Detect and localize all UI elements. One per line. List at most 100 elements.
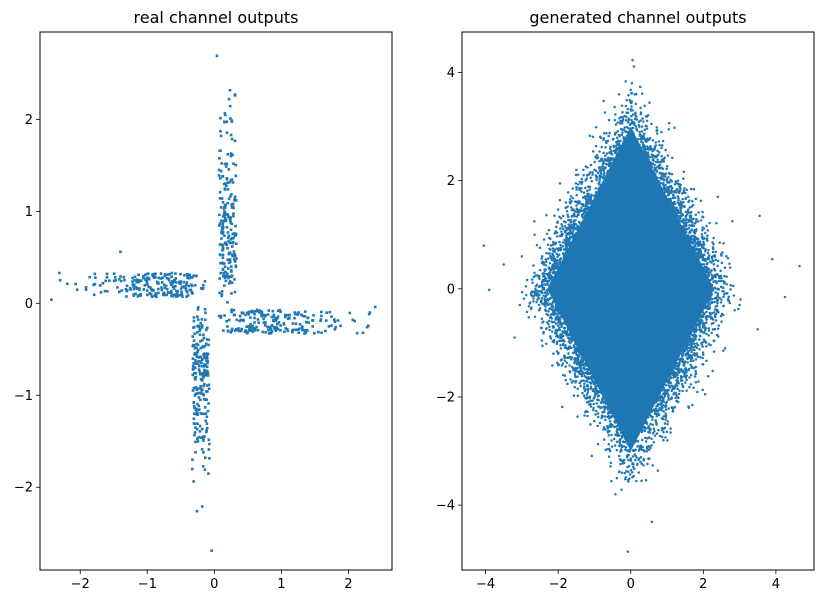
- scatter-point: [675, 188, 678, 191]
- scatter-point: [172, 280, 176, 284]
- scatter-point: [598, 421, 602, 425]
- scatter-point: [228, 88, 232, 92]
- scatter-point: [681, 230, 685, 234]
- scatter-point: [711, 328, 715, 331]
- scatter-point: [701, 315, 704, 318]
- scatter-point: [645, 154, 649, 157]
- scatter-point: [650, 437, 653, 440]
- scatter-point: [230, 253, 234, 256]
- scatter-point: [668, 181, 671, 184]
- scatter-point: [229, 241, 232, 244]
- scatter-point: [651, 402, 655, 405]
- scatter-point: [207, 438, 211, 442]
- scatter-point: [684, 381, 687, 384]
- scatter-point: [696, 390, 699, 394]
- scatter-point: [155, 295, 158, 299]
- scatter-point: [614, 144, 618, 148]
- scatter-point: [590, 454, 594, 458]
- scatter-point: [530, 294, 534, 298]
- scatter-point: [758, 214, 761, 218]
- scatter-point: [584, 364, 588, 367]
- scatter-point: [708, 278, 712, 282]
- scatter-point: [202, 376, 205, 379]
- scatter-point: [577, 362, 580, 366]
- scatter-point: [575, 168, 578, 172]
- scatter-point: [645, 450, 648, 453]
- scatter-point: [205, 415, 209, 419]
- scatter-point: [712, 280, 715, 284]
- scatter-point: [560, 405, 564, 409]
- scatter-point: [153, 294, 156, 298]
- scatter-point: [607, 156, 610, 160]
- scatter-point: [568, 345, 572, 349]
- scatter-point: [707, 327, 711, 330]
- scatter-point: [572, 344, 576, 347]
- scatter-point: [529, 307, 533, 311]
- scatter-point: [564, 244, 568, 248]
- scatter-point: [707, 329, 711, 332]
- scatter-point: [540, 281, 544, 284]
- scatter-point: [194, 386, 198, 389]
- scatter-point: [609, 406, 612, 410]
- scatter-point: [198, 328, 202, 331]
- scatter-point: [602, 426, 606, 429]
- scatter-point: [221, 226, 225, 229]
- scatter-point: [333, 328, 337, 331]
- scatter-point: [234, 163, 238, 167]
- scatter-point: [250, 309, 254, 313]
- scatter-point: [712, 259, 715, 263]
- scatter-point: [596, 412, 600, 415]
- scatter-point: [698, 338, 701, 341]
- scatter-point: [616, 129, 620, 133]
- scatter-point: [561, 227, 565, 231]
- scatter-point: [677, 354, 680, 358]
- scatter-point: [229, 154, 233, 158]
- scatter-point: [711, 241, 714, 244]
- scatter-point: [701, 356, 704, 360]
- scatter-point: [711, 288, 715, 292]
- scatter-point: [649, 446, 652, 450]
- scatter-point: [206, 359, 209, 363]
- scatter-point: [186, 274, 189, 278]
- scatter-point: [542, 261, 546, 264]
- scatter-point: [561, 373, 565, 377]
- scatter-point: [608, 131, 611, 135]
- scatter-point: [710, 255, 714, 259]
- scatter-point: [353, 319, 356, 323]
- scatter-point: [219, 169, 223, 173]
- scatter-point: [560, 222, 563, 226]
- scatter-point: [653, 166, 656, 170]
- scatter-point: [667, 407, 670, 410]
- scatter-point: [620, 488, 623, 491]
- scatter-point: [703, 253, 706, 256]
- scatter-point: [196, 331, 199, 334]
- scatter-point: [221, 256, 225, 260]
- scatter-point: [713, 313, 717, 317]
- scatter-point: [687, 337, 690, 341]
- scatter-point: [603, 394, 607, 398]
- scatter-point: [620, 104, 624, 108]
- scatter-point: [260, 313, 263, 316]
- scatter-point: [596, 156, 600, 159]
- scatter-point: [203, 363, 206, 366]
- scatter-point: [558, 198, 562, 202]
- scatter-point: [558, 308, 561, 311]
- scatter-point: [638, 85, 642, 89]
- scatter-point: [689, 342, 693, 346]
- scatter-point: [627, 470, 630, 474]
- scatter-point: [673, 359, 677, 363]
- scatter-point: [327, 325, 331, 328]
- scatter-point: [723, 266, 727, 269]
- scatter-point: [219, 116, 222, 120]
- scatter-point: [689, 383, 693, 386]
- scatter-point: [137, 273, 140, 277]
- scatter-point: [619, 431, 623, 434]
- scatter-point: [182, 285, 186, 288]
- scatter-point: [195, 346, 198, 350]
- scatter-point: [241, 311, 245, 315]
- scatter-point: [237, 329, 241, 333]
- scatter-point: [681, 357, 685, 361]
- scatter-point: [193, 431, 197, 434]
- x-tick-label: −2: [71, 577, 90, 592]
- scatter-point: [222, 272, 226, 276]
